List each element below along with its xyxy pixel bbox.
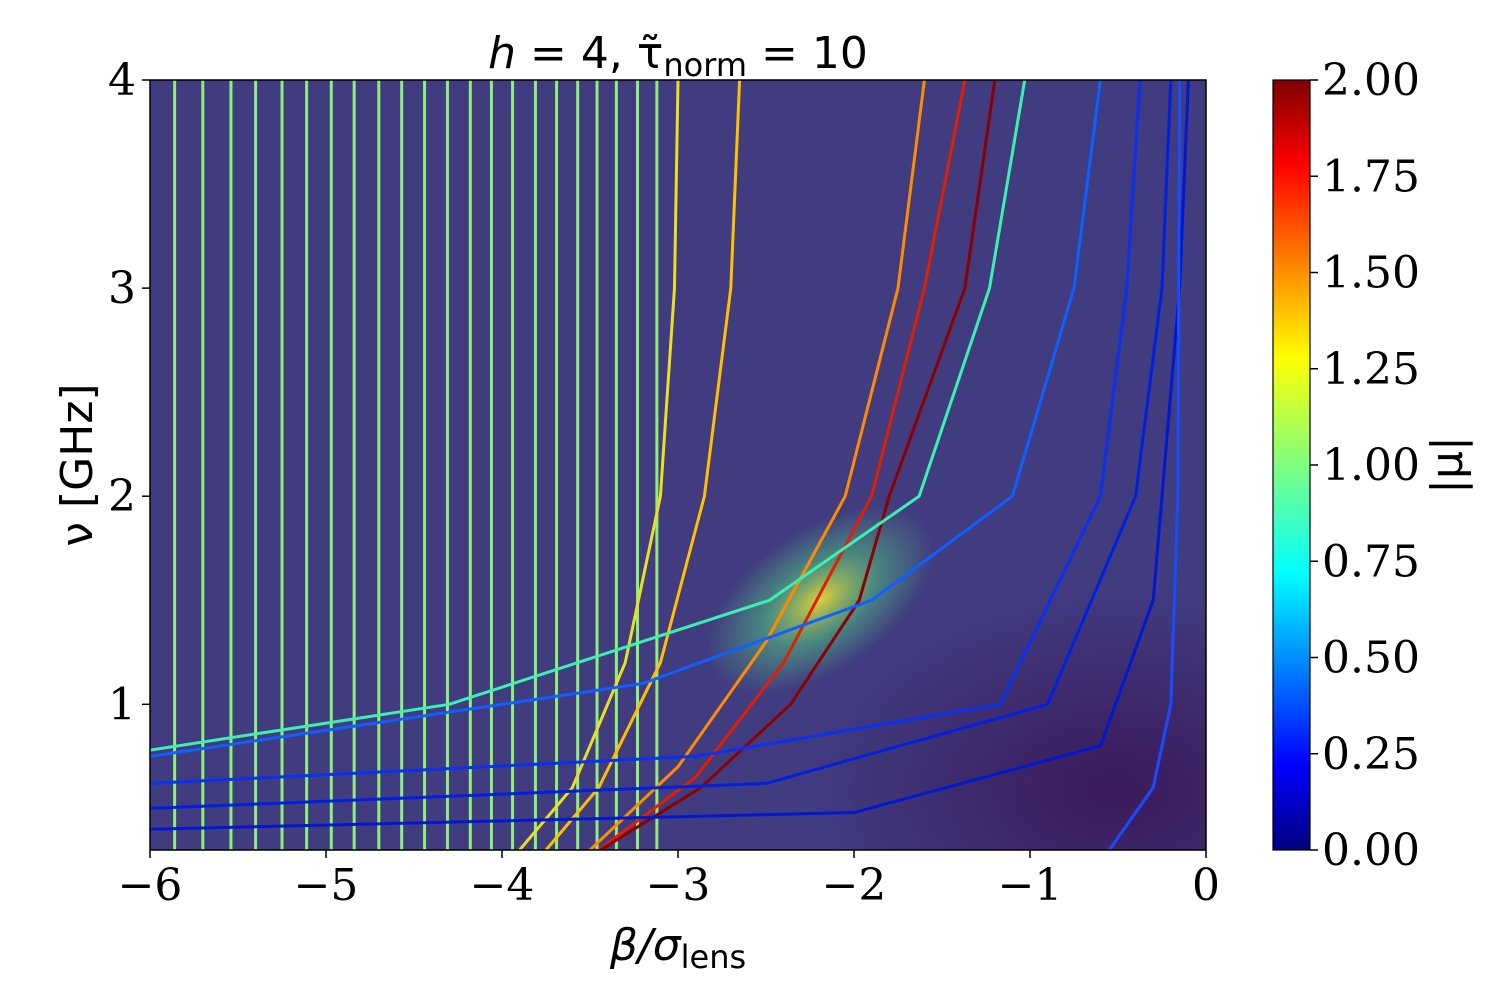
x-label-part: lens (681, 938, 747, 976)
colorbar-tick-label: 1.50 (1322, 248, 1420, 299)
colorbar-tick-label: 0.25 (1322, 729, 1420, 780)
chart-title: h = 4, τ̃norm = 10 (488, 28, 868, 84)
title-part: = 4, τ̃ (516, 28, 663, 79)
title-part: norm (663, 46, 747, 84)
x-axis-label: β/σlens (609, 920, 746, 976)
x-tick-label: −6 (118, 860, 183, 911)
contour-curve (150, 80, 1142, 785)
contour-curve (518, 80, 680, 850)
x-tick-label: −3 (646, 860, 711, 911)
x-tick-label: −1 (998, 860, 1063, 911)
colorbar-tick-label: 0.00 (1322, 825, 1420, 876)
y-tick-label: 3 (108, 263, 136, 314)
colorbar-label: |μ| (1422, 436, 1473, 494)
contour-curve (150, 80, 1190, 831)
axes: −6 −5 −4 −3 −2 −1 0 1 2 3 4 0.00 0.25 0.50 0.75 1.00 1.2… (108, 55, 1420, 911)
x-tick-label: 0 (1192, 860, 1220, 911)
contour-curve (597, 80, 967, 850)
contour-curve (150, 80, 1102, 758)
contour-curve (544, 80, 742, 850)
y-axis-label: ν [GHz] (52, 383, 103, 546)
x-tick-label: −5 (294, 860, 359, 911)
curves (150, 80, 1190, 850)
colorbar-tick-label: 1.75 (1322, 151, 1420, 202)
x-tick-label: −4 (470, 860, 535, 911)
contour-curve (150, 80, 1173, 810)
title-part: = 10 (747, 28, 868, 79)
colorbar-tick-label: 0.75 (1322, 536, 1420, 587)
contour-curve (599, 80, 997, 850)
y-tick-label: 2 (108, 471, 136, 522)
contour-curve (150, 80, 1027, 752)
x-tick-label: −2 (822, 860, 887, 911)
y-tick-label: 4 (108, 55, 136, 106)
colorbar-tick-label: 1.00 (1322, 440, 1420, 491)
colorbar-tick-label: 0.50 (1322, 633, 1420, 684)
colorbar (1272, 79, 1311, 851)
contour-curve (588, 80, 926, 850)
y-tick-label: 1 (108, 679, 136, 730)
x-label-part: β/σ (609, 920, 682, 971)
contour-curve (1107, 80, 1182, 850)
colorbar-tick-label: 2.00 (1322, 55, 1420, 106)
title-part: h (488, 28, 516, 79)
colorbar-tick-label: 1.25 (1322, 344, 1420, 395)
